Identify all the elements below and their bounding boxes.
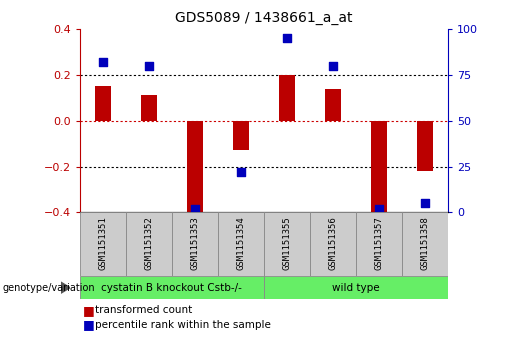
Polygon shape xyxy=(61,282,70,293)
Text: GSM1151354: GSM1151354 xyxy=(236,216,246,270)
Bar xyxy=(233,121,249,151)
Text: GSM1151356: GSM1151356 xyxy=(329,216,337,270)
Bar xyxy=(172,212,218,276)
Point xyxy=(375,206,383,212)
Text: cystatin B knockout Cstb-/-: cystatin B knockout Cstb-/- xyxy=(101,283,243,293)
Bar xyxy=(371,121,387,215)
Bar xyxy=(264,212,310,276)
Point xyxy=(99,59,107,65)
Bar xyxy=(279,75,295,121)
Text: GSM1151351: GSM1151351 xyxy=(98,216,107,270)
Text: GSM1151357: GSM1151357 xyxy=(374,216,384,270)
Bar xyxy=(310,212,356,276)
Bar xyxy=(80,276,264,299)
Bar xyxy=(417,121,433,171)
Text: GSM1151352: GSM1151352 xyxy=(144,216,153,270)
Bar xyxy=(187,121,203,215)
Text: ■: ■ xyxy=(82,318,94,331)
Point xyxy=(145,63,153,69)
Bar xyxy=(356,212,402,276)
Bar xyxy=(218,212,264,276)
Point xyxy=(283,35,291,41)
Point xyxy=(329,63,337,69)
Text: GSM1151358: GSM1151358 xyxy=(421,216,430,270)
Bar xyxy=(325,89,341,121)
Bar xyxy=(264,276,448,299)
Text: percentile rank within the sample: percentile rank within the sample xyxy=(95,320,271,330)
Bar xyxy=(80,212,126,276)
Bar xyxy=(141,95,157,121)
Text: GSM1151353: GSM1151353 xyxy=(191,216,199,270)
Bar xyxy=(95,86,111,121)
Bar xyxy=(402,212,448,276)
Point xyxy=(237,169,245,175)
Text: wild type: wild type xyxy=(332,283,380,293)
Bar xyxy=(126,212,172,276)
Text: genotype/variation: genotype/variation xyxy=(3,283,95,293)
Text: GSM1151355: GSM1151355 xyxy=(282,216,291,270)
Point xyxy=(191,206,199,212)
Title: GDS5089 / 1438661_a_at: GDS5089 / 1438661_a_at xyxy=(175,11,353,25)
Text: transformed count: transformed count xyxy=(95,305,193,315)
Text: ■: ■ xyxy=(82,304,94,317)
Point xyxy=(421,200,429,206)
